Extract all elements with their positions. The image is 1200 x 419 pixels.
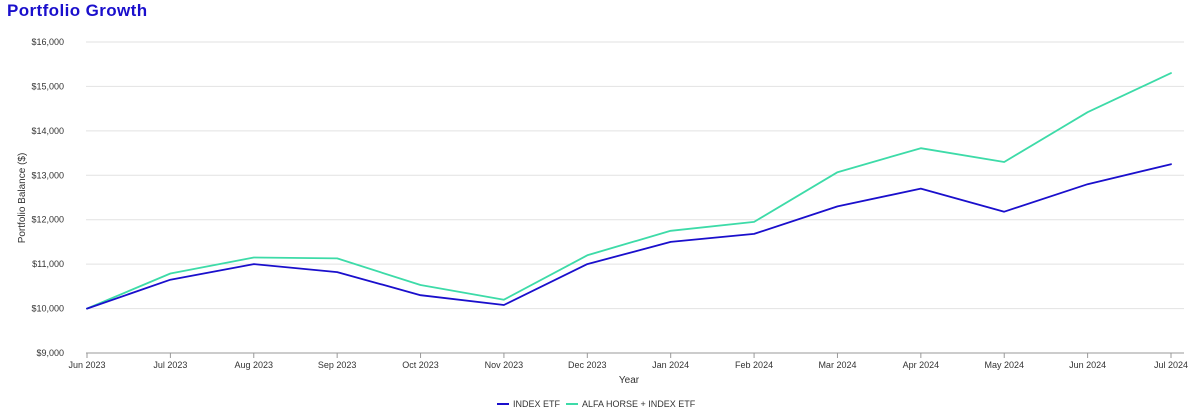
y-tick-label: $14,000 bbox=[31, 126, 64, 136]
x-tick-label: Jul 2023 bbox=[153, 360, 187, 370]
y-axis-title: Portfolio Balance ($) bbox=[17, 153, 28, 244]
y-axis-ticks: $9,000 $10,000 $11,000 $12,000 $13,000 $14,00… bbox=[31, 37, 64, 358]
x-tick-label: Oct 2023 bbox=[402, 360, 439, 370]
series-line-alfa-horse-index-etf bbox=[86, 72, 1172, 310]
y-tick-label: $16,000 bbox=[31, 37, 64, 47]
gridlines bbox=[86, 41, 1184, 354]
x-tick-label: Feb 2024 bbox=[735, 360, 773, 370]
x-tick-label: Jun 2024 bbox=[1069, 360, 1106, 370]
legend-label: ALFA HORSE + INDEX ETF bbox=[582, 399, 696, 409]
x-tick-label: Sep 2023 bbox=[318, 360, 357, 370]
x-tick-label: Jan 2024 bbox=[652, 360, 689, 370]
x-tick-label: Nov 2023 bbox=[485, 360, 524, 370]
y-tick-label: $11,000 bbox=[32, 259, 64, 269]
legend-label: INDEX ETF bbox=[513, 399, 561, 409]
y-tick-label: $10,000 bbox=[31, 304, 64, 314]
y-tick-label: $15,000 bbox=[31, 81, 64, 91]
x-axis-ticks: Jun 2023 Jul 2023 Aug 2023 Sep 2023 Oct 2023… bbox=[68, 353, 1188, 370]
x-tick-label: Apr 2024 bbox=[903, 360, 940, 370]
series-line-index-etf bbox=[86, 163, 1172, 310]
x-tick-label: Mar 2024 bbox=[818, 360, 856, 370]
x-tick-label: Dec 2023 bbox=[568, 360, 607, 370]
series-lines bbox=[86, 72, 1172, 310]
x-tick-label: Aug 2023 bbox=[234, 360, 273, 370]
y-tick-label: $12,000 bbox=[31, 215, 64, 225]
y-tick-label: $13,000 bbox=[31, 170, 64, 180]
y-tick-label: $9,000 bbox=[36, 348, 64, 358]
x-axis-title: Year bbox=[619, 375, 640, 386]
x-tick-label: Jun 2023 bbox=[68, 360, 105, 370]
x-tick-label: Jul 2024 bbox=[1154, 360, 1188, 370]
chart-title: Portfolio Growth bbox=[7, 1, 148, 20]
legend: INDEX ETF ALFA HORSE + INDEX ETF bbox=[497, 399, 696, 409]
x-tick-label: May 2024 bbox=[984, 360, 1024, 370]
